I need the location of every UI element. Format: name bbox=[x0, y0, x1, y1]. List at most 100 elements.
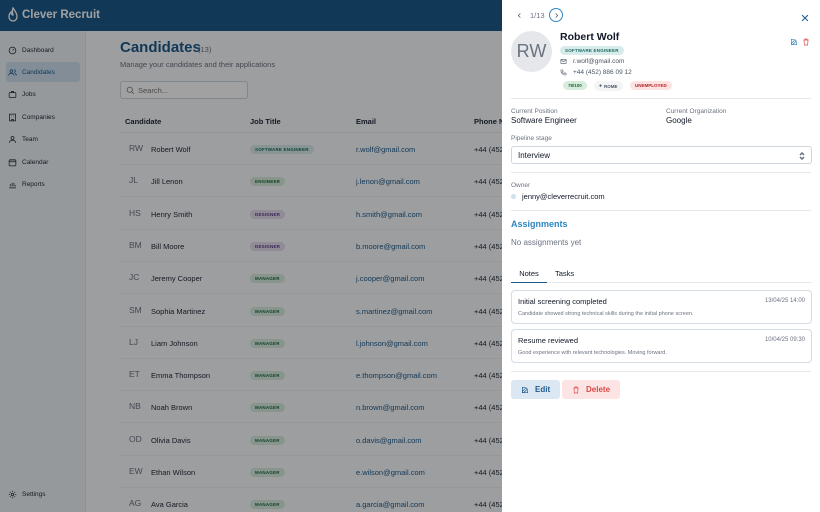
candidate-avatar: NB bbox=[129, 401, 141, 412]
table-row[interactable]: ET Emma Thompson MANAGER e.thompson@gmail.c… bbox=[120, 359, 820, 392]
candidate-name[interactable]: Ethan Wilson bbox=[151, 468, 196, 477]
note-date: 13/04/25 14:00 bbox=[764, 298, 805, 304]
owner[interactable]: jenny@cleverrecruit.com bbox=[511, 192, 605, 201]
main-content: Candidates (13) Manage your candidates a… bbox=[86, 31, 820, 512]
owner-avatar bbox=[511, 194, 516, 199]
chart-icon bbox=[9, 182, 16, 188]
candidate-email[interactable]: r.wolf@gmail.com bbox=[560, 58, 624, 65]
job-title-tag: DESIGNER bbox=[250, 209, 286, 219]
note-card[interactable]: Resume reviewed 10/04/25 09:30 Good expe… bbox=[511, 329, 812, 363]
table-header: Candidate Job Title Email Phone Number bbox=[120, 109, 820, 133]
edit-button[interactable]: Edit bbox=[511, 380, 561, 399]
page-subtitle: Manage your candidates and their applica… bbox=[120, 60, 276, 69]
location-pin-icon: ● bbox=[599, 83, 603, 89]
job-title-tag: DESIGNER bbox=[250, 241, 286, 251]
email-link[interactable]: o.davis@gmail.com bbox=[356, 435, 422, 445]
table-row[interactable]: EW Ethan Wilson MANAGER e.wilson@gmail.com +… bbox=[120, 456, 820, 488]
table-row[interactable]: HS Henry Smith DESIGNER h.smith@gmail.com +4… bbox=[120, 198, 820, 230]
sidebar-item-dashboard[interactable]: Dashboard bbox=[6, 40, 80, 60]
edit-candidate-icon-button[interactable] bbox=[790, 33, 798, 45]
email-link[interactable]: j.lenon@gmail.com bbox=[356, 177, 420, 187]
next-candidate-button[interactable] bbox=[549, 8, 563, 22]
candidate-name[interactable]: Jeremy Cooper bbox=[151, 274, 203, 284]
candidate-name[interactable]: Bill Moore bbox=[151, 241, 185, 251]
delete-candidate-icon-button[interactable] bbox=[802, 33, 810, 46]
tab-notes[interactable]: Notes bbox=[511, 269, 547, 283]
page-title: Candidates bbox=[120, 39, 201, 56]
sidebar-item-companies[interactable]: Companies bbox=[6, 107, 80, 127]
candidate-avatar: JC bbox=[129, 272, 140, 283]
email-link[interactable]: b.moore@gmail.com bbox=[356, 241, 426, 251]
phone-number: +44 (452) 886 09 12 bbox=[474, 145, 504, 154]
divider bbox=[511, 371, 811, 372]
candidate-avatar: ET bbox=[129, 369, 140, 380]
email-link[interactable]: l.johnson@gmail.com bbox=[356, 338, 428, 348]
app-name: Clever Recruit bbox=[22, 8, 100, 21]
trash-icon bbox=[573, 386, 579, 393]
pencil-icon bbox=[522, 386, 528, 393]
table-row[interactable]: LJ Liam Johnson MANAGER l.johnson@gmail.com… bbox=[120, 327, 820, 359]
column-header-phone[interactable]: Phone Number bbox=[474, 117, 504, 126]
email-link[interactable]: n.brown@gmail.com bbox=[356, 403, 425, 413]
candidate-name[interactable]: Noah Brown bbox=[151, 403, 193, 413]
candidate-name: Robert Wolf bbox=[560, 31, 620, 43]
phone-number: +44 (452) 886 09 12 bbox=[474, 500, 504, 510]
sidebar-item-label: Reports bbox=[22, 180, 45, 188]
previous-candidate-button[interactable] bbox=[512, 8, 526, 22]
sidebar-item-reports[interactable]: Reports bbox=[6, 174, 80, 194]
phone-number: +44 (452) 886 09 12 bbox=[474, 403, 504, 413]
column-header-candidate[interactable]: Candidate bbox=[125, 117, 162, 126]
search-box[interactable] bbox=[120, 81, 248, 99]
sidebar-item-label: Candidates bbox=[22, 68, 55, 76]
table-row[interactable]: BM Bill Moore DESIGNER b.moore@gmail.com +44… bbox=[120, 230, 820, 262]
close-panel-button[interactable] bbox=[800, 10, 810, 22]
candidate-name[interactable]: Emma Thompson bbox=[151, 371, 211, 381]
note-date: 10/04/25 09:30 bbox=[764, 337, 805, 343]
candidate-phone[interactable]: +44 (452) 886 09 12 bbox=[560, 69, 632, 76]
sidebar-item-team[interactable]: Team bbox=[6, 129, 80, 149]
note-card[interactable]: Initial screening completed 13/04/25 14:… bbox=[511, 290, 812, 324]
modal-backdrop[interactable] bbox=[0, 0, 502, 512]
email-link[interactable]: e.wilson@gmail.com bbox=[356, 468, 425, 477]
delete-button[interactable]: Delete bbox=[562, 380, 621, 399]
table-row[interactable]: SM Sophia Martinez MANAGER s.martinez@gmail… bbox=[120, 295, 820, 327]
email-link[interactable]: j.cooper@gmail.com bbox=[356, 274, 425, 284]
sidebar-item-candidates[interactable]: Candidates bbox=[6, 62, 80, 82]
email-link[interactable]: r.wolf@gmail.com bbox=[356, 145, 416, 154]
sidebar-item-calendar[interactable]: Calendar bbox=[6, 152, 80, 172]
candidate-name[interactable]: Jill Lenon bbox=[151, 177, 183, 187]
location-text: ROME bbox=[604, 83, 618, 89]
gear-icon bbox=[8, 490, 17, 498]
table-row[interactable]: OD Olivia Davis MANAGER o.davis@gmail.com +4… bbox=[120, 424, 820, 456]
tab-tasks[interactable]: Tasks bbox=[555, 269, 575, 278]
notes-tasks-tabs: Notes Tasks bbox=[511, 263, 812, 283]
candidate-count: (13) bbox=[198, 45, 212, 54]
candidate-name[interactable]: Henry Smith bbox=[151, 209, 193, 219]
search-input[interactable] bbox=[138, 84, 243, 97]
candidate-name[interactable]: Sophia Martinez bbox=[151, 306, 206, 316]
job-title-tag: MANAGER bbox=[250, 500, 285, 510]
pipeline-stage-select[interactable]: Interview bbox=[511, 146, 812, 164]
table-row[interactable]: JC Jeremy Cooper MANAGER j.cooper@gmail.com… bbox=[120, 262, 820, 295]
current-position-label: Current Position bbox=[511, 108, 558, 115]
column-header-email[interactable]: Email bbox=[356, 117, 377, 126]
table-row[interactable]: NB Noah Brown MANAGER n.brown@gmail.com +44 … bbox=[120, 391, 820, 424]
flame-logo-icon bbox=[8, 7, 18, 22]
candidate-name[interactable]: Robert Wolf bbox=[151, 145, 191, 154]
candidate-name[interactable]: Liam Johnson bbox=[151, 338, 198, 348]
column-header-job-title[interactable]: Job Title bbox=[250, 117, 281, 126]
email-link[interactable]: s.martinez@gmail.com bbox=[356, 306, 433, 316]
table-row[interactable]: RW Robert Wolf SOFTWARE ENGINEER r.wolf@gma… bbox=[120, 133, 820, 165]
delete-button-label: Delete bbox=[586, 385, 611, 394]
candidate-name[interactable]: Ava Garcia bbox=[151, 500, 188, 510]
email-link[interactable]: h.smith@gmail.com bbox=[356, 209, 422, 219]
candidate-name[interactable]: Olivia Davis bbox=[151, 435, 191, 445]
sidebar-item-settings[interactable]: Settings bbox=[6, 484, 80, 504]
table-row[interactable]: JL Jill Lenon ENGINEER j.lenon@gmail.com +44… bbox=[120, 165, 820, 198]
sidebar-item-jobs[interactable]: Jobs bbox=[6, 84, 80, 104]
table-row[interactable]: AG Ava Garcia MANAGER a.garcia@gmail.com +44… bbox=[120, 488, 820, 512]
app-logo[interactable]: Clever Recruit bbox=[8, 7, 100, 22]
email-link[interactable]: e.thompson@gmail.com bbox=[356, 371, 437, 381]
users-icon bbox=[8, 68, 17, 76]
email-link[interactable]: a.garcia@gmail.com bbox=[356, 500, 425, 510]
